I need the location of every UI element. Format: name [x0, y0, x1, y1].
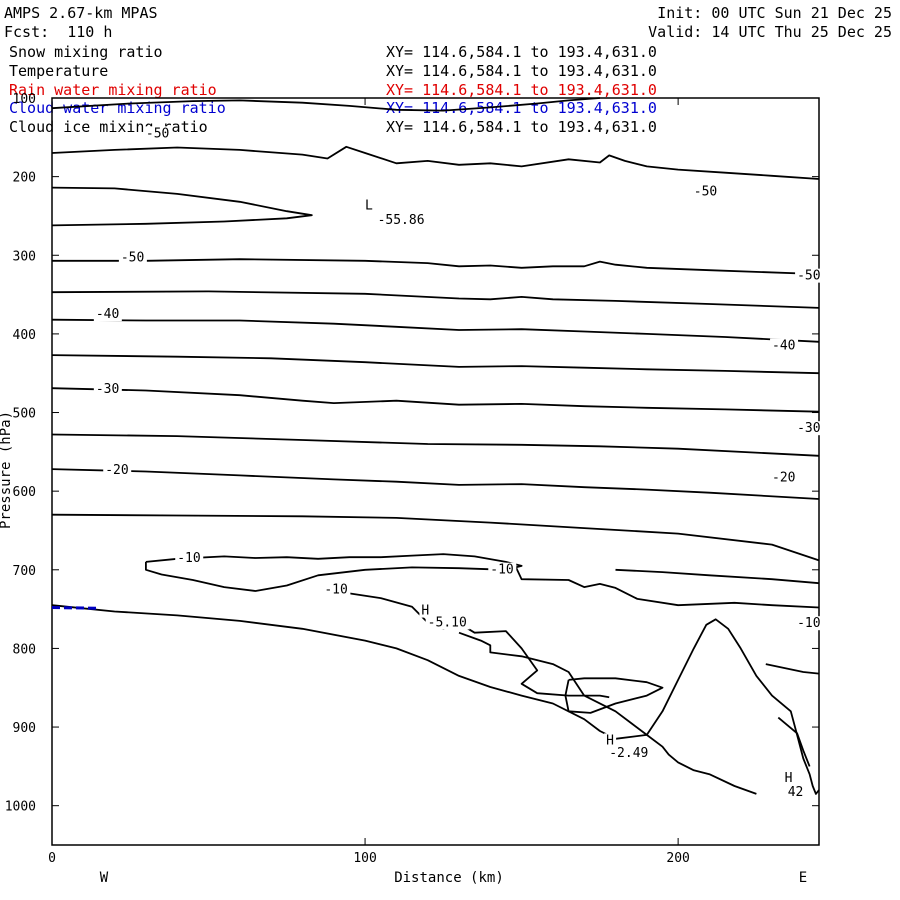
contour-55 [51, 97, 600, 112]
contour-terrain [51, 604, 820, 795]
contour-label-background [691, 184, 720, 199]
contour-label-background [795, 268, 824, 283]
contour-label-background [770, 338, 799, 353]
contour-0 [458, 631, 757, 795]
contour-label: -10 [490, 563, 513, 578]
contour-label: -20 [772, 471, 795, 486]
contour-label: -10 [177, 551, 200, 566]
x-tick-label: 100 [353, 851, 376, 866]
contour-label-background [93, 307, 122, 322]
contour-25 [51, 433, 820, 457]
legend-xy-temperature: XY= 114.6,584.1 to 193.4,631.0 [386, 62, 657, 80]
contour-label: L [365, 199, 373, 214]
contour-5-right [765, 663, 820, 675]
contour-label-background [425, 615, 470, 630]
contour-10-left [145, 553, 523, 592]
y-tick-label: 700 [13, 564, 36, 579]
contour-30 [51, 387, 820, 413]
legend-xy-cloud-ice: XY= 114.6,584.1 to 193.4,631.0 [386, 118, 657, 136]
x-tick-label: 0 [48, 851, 56, 866]
contour-label: 42 [788, 785, 804, 800]
contour-label-background [770, 470, 799, 485]
y-tick-label: 1000 [5, 800, 36, 815]
contour-50-upper [51, 145, 820, 180]
contour-10-right [615, 568, 820, 585]
contour-label: -30 [797, 421, 820, 436]
y-tick-label: 100 [13, 92, 36, 107]
contour-label: -55.86 [378, 213, 425, 228]
contour-label: H [785, 771, 793, 786]
contour-label: -50 [146, 126, 169, 141]
y-tick-label: 600 [13, 485, 36, 500]
x-tick-label: 200 [666, 851, 689, 866]
y-tick-label: 800 [13, 642, 36, 657]
legend-xy-rain: XY= 114.6,584.1 to 193.4,631.0 [386, 81, 657, 99]
contour-15 [51, 513, 820, 562]
contour-label: -10 [324, 582, 347, 597]
valid-time: Valid: 14 UTC Thu 25 Dec 25 [648, 23, 892, 41]
contour-label-background [604, 733, 617, 748]
west-label: W [100, 870, 109, 886]
contour-35 [51, 354, 820, 375]
y-axis-label: Pressure (hPa) [0, 411, 14, 529]
contour-label-background [103, 462, 132, 477]
legend-name-snow: Snow mixing ratio [9, 43, 163, 61]
contour-label-background [175, 550, 204, 565]
contour-5-loop [564, 677, 664, 714]
contour-label-background [795, 616, 824, 631]
init-time: Init: 00 UTC Sun 21 Dec 25 [657, 4, 892, 22]
x-axis-label: Distance (km) [394, 870, 504, 886]
contour-20 [51, 468, 820, 500]
y-tick-label: 500 [13, 407, 36, 422]
contour-label: -50 [797, 269, 820, 284]
contour-5 [349, 592, 610, 699]
contour-label: -10 [797, 616, 820, 631]
contour-label-background [607, 745, 652, 760]
contour-label-background [375, 212, 428, 227]
y-tick-label: 900 [13, 721, 36, 736]
contour-cloud-water [51, 606, 100, 610]
contour-label-background [785, 785, 806, 800]
contour-label-background [782, 771, 795, 786]
east-label: E [799, 870, 807, 886]
legend-name-cloud-ice: Cloud ice mixing ratio [9, 118, 208, 136]
contour-label-background [419, 603, 432, 618]
contour-label: H [421, 604, 429, 619]
contour-label: -50 [121, 251, 144, 266]
y-tick-label: 400 [13, 328, 36, 343]
model-title: AMPS 2.67-km MPAS [4, 4, 158, 22]
contour-label: -40 [772, 339, 795, 354]
contour-50 [52, 258, 820, 275]
contour-label-background [93, 381, 122, 396]
contour-label-background [118, 250, 147, 265]
y-tick-label: 300 [13, 249, 36, 264]
contour-label: -30 [96, 382, 119, 397]
contour-label: -40 [96, 307, 119, 322]
contour-55-cold-tongue [51, 186, 313, 227]
contour-label: H [606, 733, 614, 748]
contour-label-background [143, 126, 172, 141]
contour-label-background [488, 562, 517, 577]
contour-label-background [795, 421, 824, 436]
contour-0-right [777, 716, 811, 767]
contour-label: -20 [105, 463, 128, 478]
contour-label-background [363, 198, 376, 213]
contour-label: -5.10 [428, 615, 467, 630]
y-tick-label: 200 [13, 171, 36, 186]
forecast-hours: Fcst: 110 h [4, 23, 113, 41]
plot-frame [51, 97, 820, 846]
contour-label: -50 [694, 185, 717, 200]
legend-name-temperature: Temperature [9, 62, 109, 80]
contour-label-background [322, 582, 351, 597]
contour-10-mid [514, 565, 820, 609]
contour-label: -2.49 [609, 746, 648, 761]
contour-45 [51, 290, 820, 309]
legend-name-rain: Rain water mixing ratio [9, 81, 217, 99]
contour-40 [51, 318, 820, 343]
legend-xy-snow: XY= 114.6,584.1 to 193.4,631.0 [386, 43, 657, 61]
